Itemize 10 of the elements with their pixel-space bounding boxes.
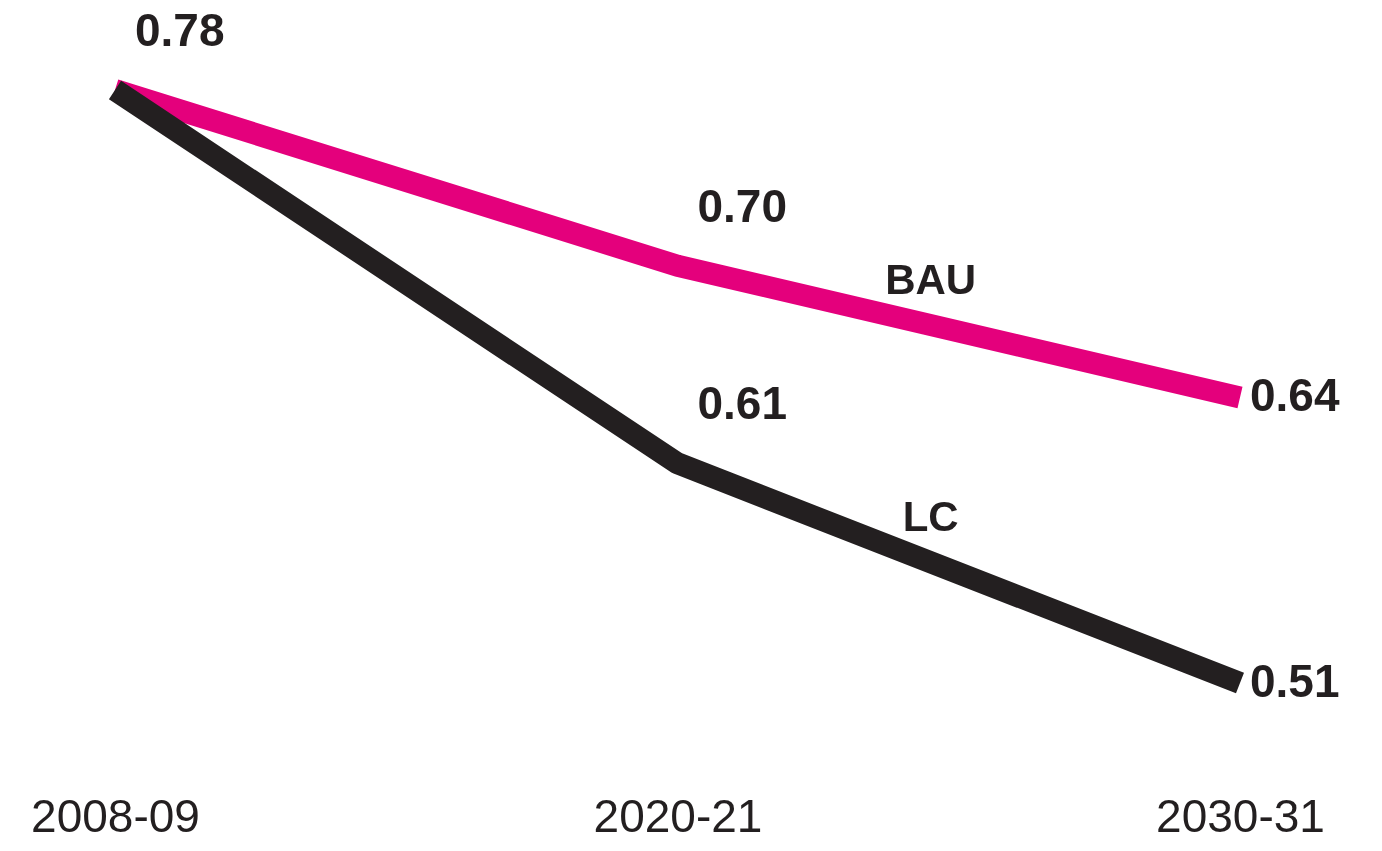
data-label: 0.64 — [1250, 369, 1340, 422]
x-tick-label: 2020-21 — [593, 789, 763, 842]
data-label: 0.61 — [697, 377, 788, 430]
series-label: BAU — [885, 256, 977, 303]
series-label: LC — [902, 493, 959, 541]
x-tick-label: 2008-09 — [31, 789, 200, 842]
data-label: 0.78 — [135, 4, 225, 56]
x-tick-label: 2030-31 — [1156, 789, 1325, 842]
data-label: 0.51 — [1250, 655, 1340, 707]
data-label: 0.70 — [697, 179, 788, 232]
